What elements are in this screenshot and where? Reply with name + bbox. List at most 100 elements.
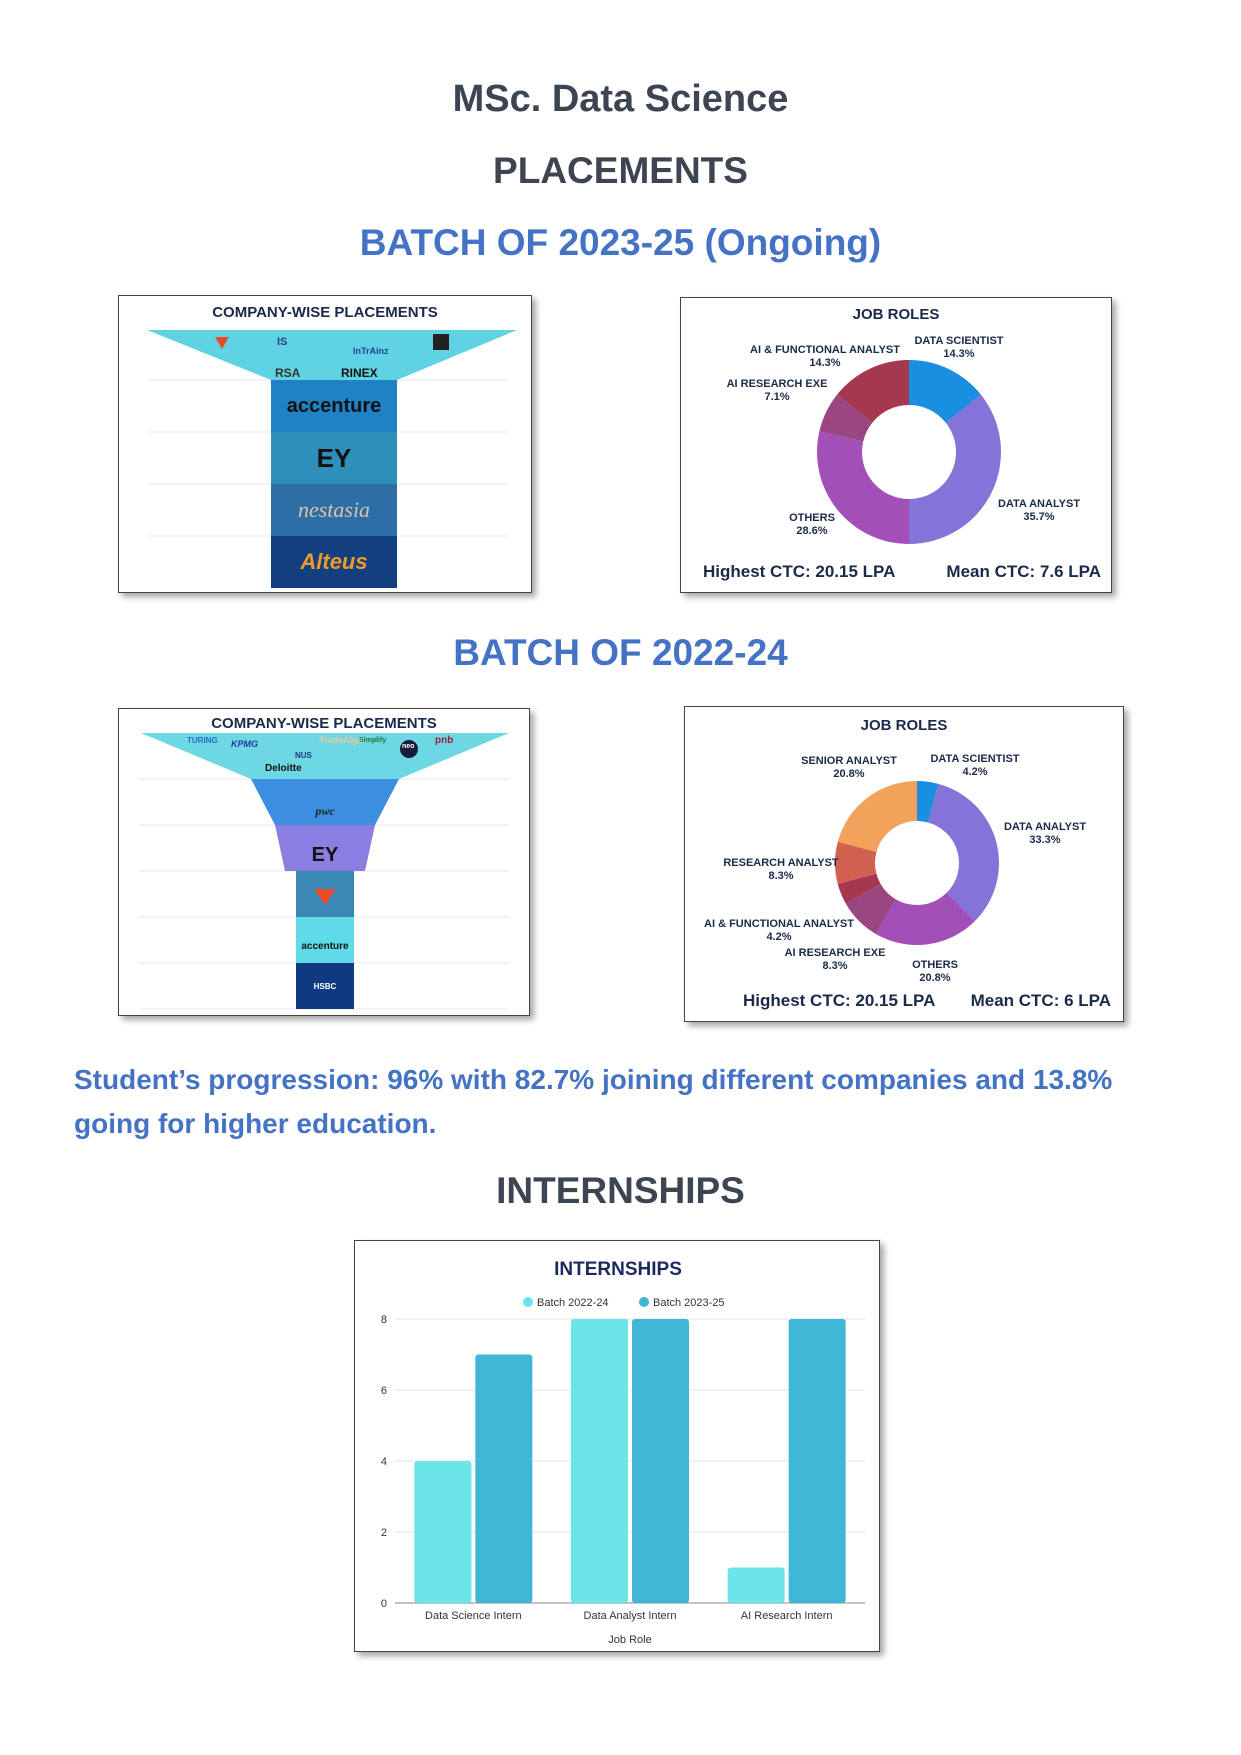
funnel-label-alteus: Alteus bbox=[300, 549, 368, 574]
y-tick-label: 6 bbox=[381, 1385, 387, 1397]
funnel-label-pwc: pwc bbox=[315, 803, 335, 818]
donut-slice-0 bbox=[909, 360, 981, 423]
x-tick-label: Data Analyst Intern bbox=[584, 1610, 677, 1622]
bar-0-2 bbox=[727, 1567, 785, 1603]
funnel-graphic bbox=[147, 330, 517, 588]
chart-title: INTERNSHIPS bbox=[554, 1259, 682, 1280]
donut-slice-0 bbox=[917, 781, 939, 823]
donut-slice-1 bbox=[927, 783, 999, 922]
funnel-level-nestasia bbox=[271, 484, 397, 536]
job-roles-donut-2023: DATA SCIENTIST 14.3% DATA ANALYST 35.7% … bbox=[727, 335, 1080, 544]
job-roles-panel-2023: JOB ROLES DATA SCIENTIST 14.3% DATA ANAL… bbox=[680, 297, 1112, 593]
batch-2022-heading: BATCH OF 2022-24 bbox=[453, 632, 788, 673]
pie-value: 8.3% bbox=[768, 870, 793, 882]
funnel-label-accenture: accenture bbox=[286, 394, 382, 417]
funnel-graphic bbox=[139, 733, 509, 1010]
donut-slice-1 bbox=[909, 394, 1001, 544]
donut-slice-3 bbox=[819, 394, 873, 442]
donut-slice-5 bbox=[835, 841, 877, 885]
funnel-level-pwc bbox=[251, 779, 399, 825]
job-roles-title: JOB ROLES bbox=[860, 717, 948, 734]
y-tick-label: 0 bbox=[381, 1598, 387, 1610]
placements-heading: PLACEMENTS bbox=[493, 150, 748, 191]
y-tick-label: 2 bbox=[381, 1527, 387, 1539]
internships-heading: INTERNSHIPS bbox=[496, 1170, 745, 1211]
pie-value: 28.6% bbox=[796, 525, 827, 537]
bar-0-0 bbox=[414, 1461, 472, 1603]
funnel-label-nestasia: nestasia bbox=[297, 497, 371, 522]
logo-simplify: Simplify bbox=[359, 737, 387, 744]
logo-tradealgo: TradeAlgo bbox=[319, 735, 364, 745]
y-tick-label: 8 bbox=[381, 1314, 387, 1326]
x-tick-label: AI Research Intern bbox=[741, 1610, 833, 1622]
funnel-level-hsbc bbox=[296, 963, 354, 1009]
student-progression: Student’s progression: 96% with 82.7% jo… bbox=[74, 1064, 1113, 1139]
pie-value: 14.3% bbox=[809, 357, 840, 369]
donut-slice-6 bbox=[837, 781, 917, 853]
pie-label: OTHERS bbox=[912, 959, 958, 971]
funnel-title: COMPANY-WISE PLACEMENTS bbox=[211, 715, 437, 732]
legend-swatch-2023 bbox=[639, 1297, 649, 1307]
pie-value: 4.2% bbox=[962, 766, 987, 778]
pie-label: AI & FUNCTIONAL ANALYST bbox=[750, 344, 900, 356]
logo-pnb: pnb bbox=[435, 735, 454, 746]
funnel-top-tier bbox=[141, 733, 509, 779]
legend-label-2023: Batch 2023-25 bbox=[653, 1297, 725, 1309]
mean-ctc: Mean CTC: 6 LPA bbox=[970, 991, 1111, 1010]
x-axis-title: Job Role bbox=[608, 1634, 651, 1646]
pie-value: 4.2% bbox=[766, 931, 791, 943]
pie-label: DATA SCIENTIST bbox=[914, 335, 1003, 347]
funnel-label-hsbc: HSBC bbox=[313, 981, 337, 991]
pie-label: DATA ANALYST bbox=[1004, 821, 1086, 833]
funnel-label-ey: EY bbox=[311, 843, 339, 866]
job-roles-panel-2022: JOB ROLES DATA SCIENTIST 4.2% DATA ANALY… bbox=[684, 706, 1124, 1022]
logo-is: IS bbox=[277, 336, 288, 348]
bar-1-2 bbox=[788, 1319, 846, 1603]
job-roles-title: JOB ROLES bbox=[852, 306, 940, 323]
company-logo-icon bbox=[314, 889, 336, 905]
funnel-top-tier bbox=[147, 330, 517, 380]
job-roles-donut-2022: DATA SCIENTIST 4.2% DATA ANALYST 33.3% O… bbox=[704, 753, 1086, 984]
logo-intrainz: InTrAinz bbox=[353, 346, 389, 356]
page-title: MSc. Data Science bbox=[452, 78, 789, 120]
pie-label: AI RESEARCH EXE bbox=[727, 378, 828, 390]
funnel-label-accenture: accenture bbox=[301, 940, 349, 952]
logo-turing: TURING bbox=[187, 736, 218, 745]
donut-slice-4 bbox=[837, 360, 909, 423]
legend-swatch-2022 bbox=[523, 1297, 533, 1307]
internships-bar-chart: INTERNSHIPS Batch 2022-24 Batch 2023-25 … bbox=[381, 1259, 865, 1646]
internships-chart-panel: INTERNSHIPS Batch 2022-24 Batch 2023-25 … bbox=[354, 1240, 880, 1652]
pie-value: 20.8% bbox=[919, 972, 950, 984]
pie-label: RESEARCH ANALYST bbox=[723, 857, 839, 869]
funnel-level-accenture bbox=[296, 917, 354, 963]
logo-rinex: RINEX bbox=[341, 366, 378, 380]
x-tick-label: Data Science Intern bbox=[425, 1610, 522, 1622]
batch-2023-heading: BATCH OF 2023-25 (Ongoing) bbox=[359, 222, 882, 263]
logo-deloitte: Deloitte bbox=[265, 763, 302, 774]
pie-label: DATA ANALYST bbox=[998, 498, 1080, 510]
bar-1-1 bbox=[632, 1319, 689, 1603]
pie-value: 20.8% bbox=[833, 768, 864, 780]
funnel-panel-2022: COMPANY-WISE PLACEMENTS TURING KPMG NUS … bbox=[118, 708, 530, 1016]
highest-ctc: Highest CTC: 20.15 LPA bbox=[703, 562, 896, 581]
pie-value: 7.1% bbox=[764, 391, 789, 403]
funnel-title: COMPANY-WISE PLACEMENTS bbox=[212, 304, 438, 321]
highest-ctc: Highest CTC: 20.15 LPA bbox=[743, 991, 936, 1010]
donut-slice-2 bbox=[875, 892, 975, 945]
donut-slice-2 bbox=[817, 431, 909, 544]
logo-neo: neo bbox=[402, 743, 415, 750]
donut-slice-4 bbox=[837, 873, 881, 904]
funnel-level-ey bbox=[271, 432, 397, 484]
y-tick-label: 4 bbox=[381, 1456, 387, 1468]
pie-label: AI RESEARCH EXE bbox=[785, 947, 886, 959]
pie-label: SENIOR ANALYST bbox=[801, 755, 897, 767]
logo-kpmg: KPMG bbox=[231, 739, 258, 749]
pie-value: 14.3% bbox=[943, 348, 974, 360]
pie-value: 33.3% bbox=[1029, 834, 1060, 846]
funnel-label-ey: EY bbox=[316, 442, 352, 473]
pie-value: 35.7% bbox=[1023, 511, 1054, 523]
logo-nus: NUS bbox=[295, 751, 312, 760]
pie-label: OTHERS bbox=[789, 512, 835, 524]
funnel-level-ey bbox=[275, 825, 375, 871]
pie-value: 8.3% bbox=[822, 960, 847, 972]
